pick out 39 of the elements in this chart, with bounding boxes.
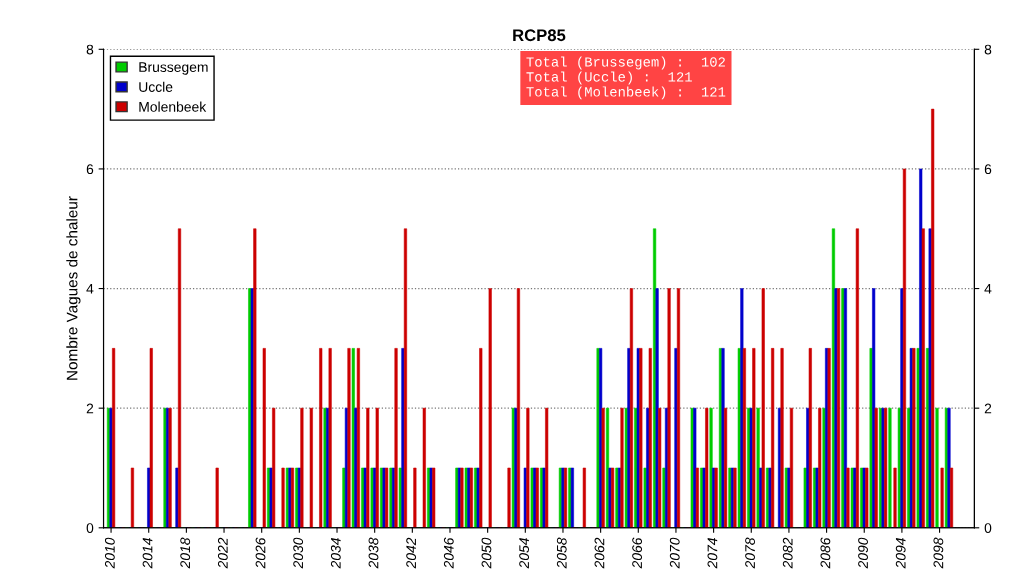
x-tick-label: 2046 (443, 537, 454, 569)
chart-title: RCP85 (513, 29, 566, 42)
x-tick-label: 2062 (594, 537, 605, 569)
y2-tick-label: 2 (984, 403, 992, 414)
x-tick-label: 2018 (180, 537, 191, 569)
x-tick-label: 2086 (820, 537, 831, 569)
legend-label: Molenbeek (139, 101, 207, 112)
x-tick-label: 2042 (406, 537, 417, 569)
x-tick-label: 2082 (782, 537, 793, 569)
x-tick-label: 2070 (669, 537, 680, 569)
y-tick-label: 4 (86, 284, 94, 294)
y-axis-title: Nombre Vagues de chaleur (66, 196, 81, 380)
x-tick-label: 2038 (368, 537, 379, 569)
annotation: Total (Brussegem) : 102 Total (Uccle) : 121 Total (Molenbeek) : 121 (526, 56, 726, 100)
x-tick-label: 2054 (519, 538, 530, 569)
x-tick-label: 2010 (104, 537, 115, 569)
x-tick-label: 2034 (330, 538, 341, 569)
x-tick-label: 2058 (556, 537, 567, 569)
x-tick-label: 2090 (858, 537, 868, 569)
y2-tick-label: 4 (984, 284, 992, 294)
x-tick-label: 2022 (217, 537, 228, 569)
y-tick-label: 6 (86, 164, 94, 175)
x-tick-label: 2098 (933, 537, 944, 569)
legend-label: Brussegem (139, 62, 208, 75)
x-tick-label: 2030 (293, 537, 304, 569)
x-tick-label: 2078 (745, 537, 755, 569)
y-tick-label: 0 (86, 523, 94, 533)
x-tick-label: 2014 (142, 538, 153, 569)
y2-tick-label: 8 (984, 44, 992, 55)
x-tick-label: 2026 (255, 537, 266, 569)
x-tick-label: 2094 (895, 538, 906, 569)
legend-label: Uccle (139, 81, 173, 92)
x-tick-label: 2074 (707, 538, 718, 569)
y2-tick-label: 0 (984, 523, 992, 533)
y-tick-label: 8 (86, 44, 94, 55)
y2-tick-label: 6 (984, 164, 992, 175)
x-tick-label: 2050 (481, 537, 492, 569)
x-tick-label: 2066 (632, 537, 643, 569)
y-tick-label: 2 (86, 403, 94, 414)
